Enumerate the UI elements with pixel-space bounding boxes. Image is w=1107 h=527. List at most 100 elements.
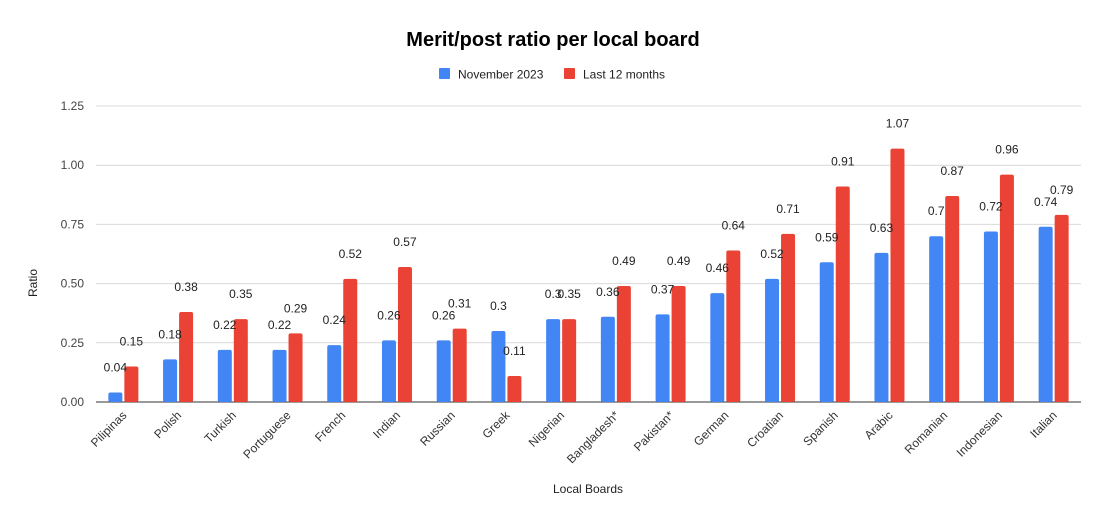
data-label: 0.29	[284, 301, 308, 315]
bar-last-12-months[interactable]	[671, 285, 686, 402]
data-label: 0.96	[995, 143, 1019, 157]
y-tick-label: 0.25	[61, 336, 85, 350]
data-label: 0.04	[104, 361, 128, 375]
y-tick-label: 0.00	[61, 395, 85, 409]
data-label: 0.31	[448, 297, 472, 311]
bar-last-12-months[interactable]	[562, 319, 577, 402]
bar-last-12-months[interactable]	[233, 319, 248, 402]
x-tick-label: Bangladesh*	[564, 408, 622, 466]
x-tick-label: Russian	[417, 408, 458, 449]
data-label: 0.36	[596, 285, 620, 299]
bar-last-12-months[interactable]	[397, 267, 412, 402]
data-label: 0.79	[1050, 183, 1074, 197]
bar-november-2023[interactable]	[655, 314, 670, 402]
bar-last-12-months[interactable]	[452, 328, 467, 402]
data-label: 0.87	[941, 164, 965, 178]
bar-november-2023[interactable]	[546, 319, 561, 402]
data-label: 0.3	[545, 287, 562, 301]
data-label: 0.52	[760, 247, 784, 261]
data-labels: 0.04 0.15 0.18 0.38 0.22 0.35 0.22 0.29 0.24 0.52…	[104, 117, 1074, 375]
data-label: 0.24	[323, 313, 347, 327]
data-label: 0.22	[268, 318, 292, 332]
data-label: 0.38	[174, 280, 198, 294]
legend-swatch-series-1	[564, 68, 575, 79]
data-label: 1.07	[886, 117, 910, 131]
x-tick-label: German	[691, 408, 732, 449]
data-label: 0.22	[213, 318, 237, 332]
x-tick-label: French	[312, 408, 348, 444]
bar-november-2023[interactable]	[929, 236, 944, 402]
bar-november-2023[interactable]	[765, 278, 780, 402]
data-label: 0.35	[557, 287, 581, 301]
data-label: 0.3	[490, 299, 507, 313]
legend-swatch-series-0	[439, 68, 450, 79]
bar-november-2023[interactable]	[108, 392, 123, 402]
bar-last-12-months[interactable]	[999, 174, 1014, 402]
bar-november-2023[interactable]	[710, 293, 725, 402]
bar-last-12-months[interactable]	[835, 186, 850, 402]
data-label: 0.91	[831, 155, 855, 169]
x-tick-label: Arabic	[862, 408, 896, 442]
bar-november-2023[interactable]	[600, 316, 615, 402]
data-label: 0.35	[229, 287, 253, 301]
bar-last-12-months[interactable]	[288, 333, 303, 402]
x-tick-label: Pilipinas	[88, 408, 130, 450]
data-label: 0.15	[120, 334, 144, 348]
y-tick-label: 0.75	[61, 217, 85, 231]
data-label: 0.37	[651, 282, 675, 296]
bar-last-12-months[interactable]	[616, 285, 631, 402]
data-label: 0.46	[706, 261, 730, 275]
x-tick-label: Greek	[480, 408, 514, 442]
bar-last-12-months[interactable]	[726, 250, 741, 402]
y-tick-label: 1.00	[61, 158, 85, 172]
bar-november-2023[interactable]	[217, 349, 232, 402]
x-tick-label: Spanish	[800, 408, 841, 449]
x-axis-ticks: Pilipinas Polish Turkish Portuguese French In…	[88, 408, 1060, 467]
legend-item-series-1[interactable]: Last 12 months	[564, 68, 665, 82]
data-label: 0.59	[815, 230, 839, 244]
x-tick-label: Pakistan*	[631, 408, 677, 454]
data-label: 0.49	[612, 254, 636, 268]
bar-november-2023[interactable]	[163, 359, 178, 402]
data-label: 0.7	[928, 204, 945, 218]
bar-november-2023[interactable]	[1038, 226, 1053, 402]
data-label: 0.63	[870, 221, 894, 235]
chart-title: Merit/post ratio per local board	[406, 29, 699, 51]
legend-label-series-1: Last 12 months	[583, 68, 665, 82]
x-tick-label: Italian	[1027, 408, 1060, 441]
data-label: 0.71	[776, 202, 800, 216]
bar-november-2023[interactable]	[874, 252, 889, 402]
bar-november-2023[interactable]	[491, 330, 506, 402]
gridlines	[96, 105, 1081, 403]
data-label: 0.64	[722, 218, 746, 232]
bar-last-12-months[interactable]	[890, 148, 905, 402]
bar-november-2023[interactable]	[436, 340, 451, 402]
x-tick-label: Portuguese	[240, 408, 294, 462]
y-axis-label: Ratio	[26, 269, 40, 297]
bar-november-2023[interactable]	[272, 349, 287, 402]
x-tick-label: Turkish	[202, 408, 239, 445]
y-tick-label: 1.25	[61, 99, 85, 113]
bar-last-12-months[interactable]	[179, 312, 194, 402]
legend-label-series-0: November 2023	[458, 68, 544, 82]
bar-november-2023[interactable]	[381, 340, 396, 402]
data-label: 0.74	[1034, 195, 1058, 209]
data-label: 0.26	[432, 308, 456, 322]
bar-last-12-months[interactable]	[781, 233, 796, 402]
bar-last-12-months[interactable]	[124, 366, 139, 402]
data-label: 0.72	[979, 200, 1003, 214]
legend-item-series-0[interactable]: November 2023	[439, 68, 544, 82]
bar-november-2023[interactable]	[983, 231, 998, 402]
bar-last-12-months[interactable]	[507, 375, 522, 402]
x-tick-label: Croatian	[744, 408, 786, 450]
bar-last-12-months[interactable]	[945, 195, 960, 402]
data-label: 0.18	[158, 327, 182, 341]
bar-last-12-months[interactable]	[343, 278, 358, 402]
bar-november-2023[interactable]	[819, 262, 834, 402]
bar-last-12-months[interactable]	[1054, 214, 1069, 402]
bar-november-2023[interactable]	[327, 345, 342, 402]
x-tick-label: Indian	[370, 408, 403, 441]
y-tick-label: 0.50	[61, 277, 85, 291]
